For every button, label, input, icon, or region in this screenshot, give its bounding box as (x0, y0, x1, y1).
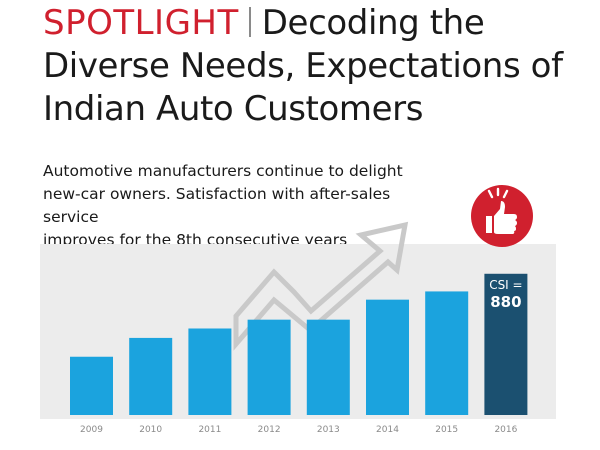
title-text: Decoding the Diverse Needs, Expectations… (43, 3, 563, 129)
thumbs-up-icon (486, 187, 517, 234)
page-title: SPOTLIGHT Decoding the Diverse Needs, Exp… (43, 2, 593, 131)
x-tick-label: 2011 (198, 425, 221, 435)
title-separator (248, 7, 251, 37)
bar-2010 (129, 337, 173, 415)
bar-2016 (484, 273, 528, 415)
csi-label: CSI = (489, 278, 522, 292)
bar-2012 (247, 319, 291, 415)
x-tick-label: 2009 (80, 425, 103, 435)
csi-value-label: 880 (490, 293, 521, 311)
x-tick-label: 2015 (435, 425, 458, 435)
bar-2013 (306, 319, 350, 415)
bar-2014 (366, 299, 409, 415)
x-tick-label: 2012 (258, 425, 281, 435)
x-tick-label: 2013 (317, 425, 340, 435)
bar-2011 (188, 328, 232, 415)
bar-2015 (425, 291, 469, 415)
x-tick-label: 2016 (494, 425, 517, 435)
spotlight-label: SPOTLIGHT (43, 3, 239, 43)
bar-2009 (70, 356, 113, 415)
chart-panel (40, 244, 556, 419)
x-tick-label: 2010 (139, 425, 162, 435)
x-tick-label: 2014 (376, 425, 399, 435)
thumbs-up-badge (471, 185, 533, 247)
